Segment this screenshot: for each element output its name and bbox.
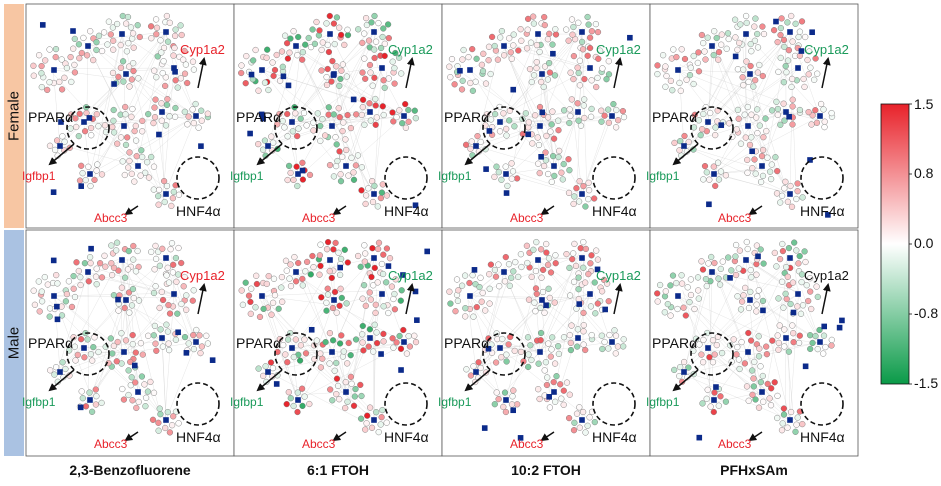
column-label-pfhxsam: PFHxSAm <box>720 462 788 478</box>
gene-label-cyp1a2: Cyp1a2 <box>180 42 225 57</box>
row-tab-female <box>4 4 24 228</box>
gene-label-igfbp1: Igfbp1 <box>230 395 264 409</box>
hub-label-hnf4: HNF4α <box>592 429 637 445</box>
gene-label-cyp1a2: Cyp1a2 <box>180 268 225 283</box>
panel-female-4: PPARα HNF4α Cyp1a2 Igfbp1 Abcc3 <box>646 3 859 229</box>
hub-hnf4-circle <box>384 382 428 426</box>
hub-ppar-circle <box>66 332 110 376</box>
gene-label-cyp1a2: Cyp1a2 <box>388 268 433 283</box>
gene-label-igfbp1: Igfbp1 <box>22 395 56 409</box>
hub-label-hnf4: HNF4α <box>592 203 637 219</box>
colorbar-tick-1-5: 1.5 <box>914 96 934 112</box>
gene-label-abcc3: Abcc3 <box>510 211 544 225</box>
gene-label-cyp1a2: Cyp1a2 <box>804 268 849 283</box>
hub-label-ppar: PPARα <box>28 335 73 351</box>
panel-female-2: PPARα HNF4α Cyp1a2 Igfbp1 Abcc3 <box>230 3 443 229</box>
hub-label-ppar: PPARα <box>28 109 73 125</box>
hub-ppar-circle <box>482 106 526 150</box>
gene-label-igfbp1: Igfbp1 <box>438 395 472 409</box>
gene-label-cyp1a2: Cyp1a2 <box>388 42 433 57</box>
hub-label-hnf4: HNF4α <box>176 203 221 219</box>
colorbar-tick-0-8: 0.8 <box>914 165 934 181</box>
hub-ppar-circle <box>274 106 318 150</box>
hub-hnf4-circle <box>592 382 636 426</box>
gene-label-igfbp1: Igfbp1 <box>22 169 56 183</box>
hub-ppar-circle <box>690 106 734 150</box>
hub-hnf4-circle <box>800 156 844 200</box>
hub-ppar-circle <box>690 332 734 376</box>
hub-label-ppar: PPARα <box>444 335 489 351</box>
hub-label-ppar: PPARα <box>236 335 281 351</box>
hub-ppar-circle <box>274 332 318 376</box>
gene-label-cyp1a2: Cyp1a2 <box>596 42 641 57</box>
colorbar <box>880 103 910 385</box>
gene-label-abcc3: Abcc3 <box>718 211 752 225</box>
hub-ppar-circle <box>66 106 110 150</box>
row-label-male: Male <box>5 326 23 360</box>
panel-female-3: PPARα HNF4α Cyp1a2 Igfbp1 Abcc3 <box>438 3 651 229</box>
hub-label-hnf4: HNF4α <box>384 203 429 219</box>
panel-male-2: PPARα HNF4α Cyp1a2 Igfbp1 Abcc3 <box>230 229 443 457</box>
hub-label-hnf4: HNF4α <box>800 429 845 445</box>
gene-label-igfbp1: Igfbp1 <box>438 169 472 183</box>
hub-hnf4-circle <box>384 156 428 200</box>
colorbar-tick-minus-1-5: -1.5 <box>914 375 939 391</box>
colorbar-tick-minus-0-8: -0.8 <box>914 305 939 321</box>
column-label-benzofluorene: 2,3-Benzofluorene <box>69 462 191 478</box>
gene-label-abcc3: Abcc3 <box>94 437 128 451</box>
row-label-female: Female <box>5 90 23 142</box>
hub-label-hnf4: HNF4α <box>384 429 429 445</box>
hub-label-hnf4: HNF4α <box>176 429 221 445</box>
hub-hnf4-circle <box>800 382 844 426</box>
gene-label-abcc3: Abcc3 <box>718 437 752 451</box>
panel-male-4: PPARα HNF4α Cyp1a2 Igfbp1 Abcc3 <box>646 229 859 457</box>
panel-male-1: PPARα HNF4α Cyp1a2 Igfbp1 Abcc3 <box>22 229 235 457</box>
gene-label-abcc3: Abcc3 <box>510 437 544 451</box>
hub-label-ppar: PPARα <box>236 109 281 125</box>
gene-label-igfbp1: Igfbp1 <box>646 395 680 409</box>
row-tab-male <box>4 230 24 456</box>
hub-hnf4-circle <box>176 156 220 200</box>
gene-label-cyp1a2: Cyp1a2 <box>596 268 641 283</box>
hub-hnf4-circle <box>592 156 636 200</box>
column-label-6-1-ftoh: 6:1 FTOH <box>307 462 369 478</box>
panel-female-1: PPARα HNF4α Cyp1a2 Igfbp1 Abcc3 <box>22 3 235 229</box>
gene-label-abcc3: Abcc3 <box>302 437 336 451</box>
hub-label-hnf4: HNF4α <box>800 203 845 219</box>
gene-label-cyp1a2: Cyp1a2 <box>804 42 849 57</box>
gene-label-abcc3: Abcc3 <box>94 211 128 225</box>
panel-male-3: PPARα HNF4α Cyp1a2 Igfbp1 Abcc3 <box>438 229 651 457</box>
hub-hnf4-circle <box>176 382 220 426</box>
gene-label-abcc3: Abcc3 <box>302 211 336 225</box>
hub-ppar-circle <box>482 332 526 376</box>
hub-label-ppar: PPARα <box>652 109 697 125</box>
gene-label-igfbp1: Igfbp1 <box>646 169 680 183</box>
column-label-10-2-ftoh: 10:2 FTOH <box>511 462 581 478</box>
gene-label-igfbp1: Igfbp1 <box>230 169 264 183</box>
hub-label-ppar: PPARα <box>652 335 697 351</box>
colorbar-tick-0-0: 0.0 <box>914 235 934 251</box>
hub-label-ppar: PPARα <box>444 109 489 125</box>
